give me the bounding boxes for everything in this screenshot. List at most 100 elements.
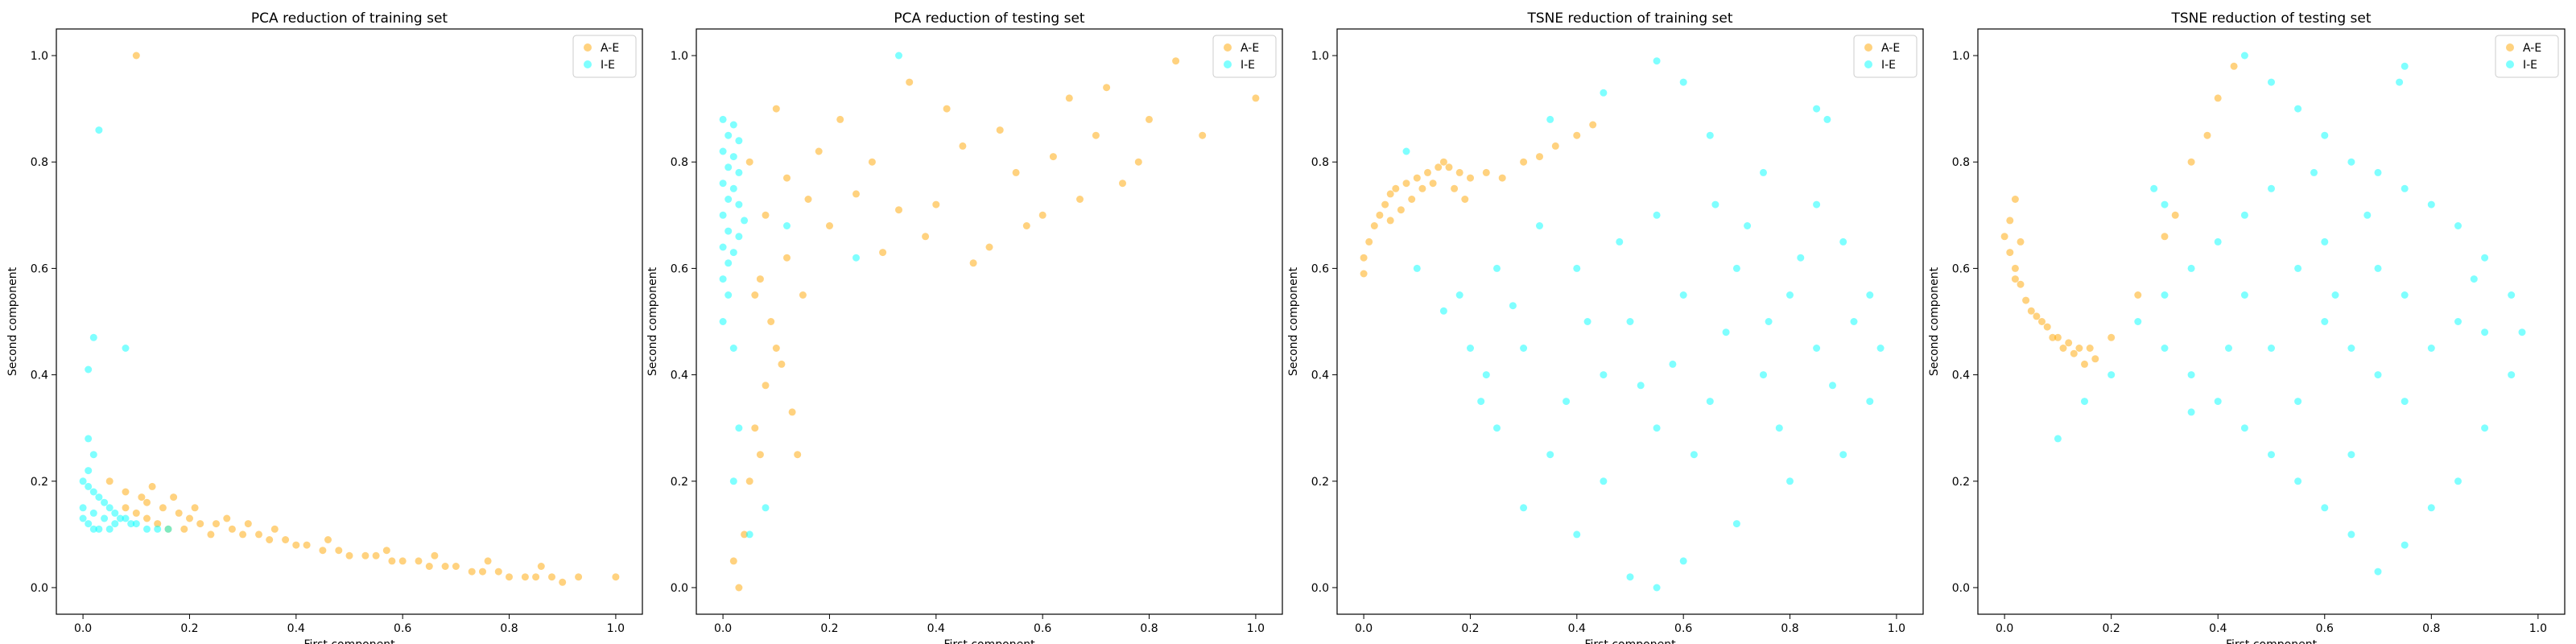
data-point: [1866, 291, 1874, 299]
data-point: [735, 137, 743, 145]
data-point: [2054, 333, 2062, 341]
data-point: [2374, 371, 2382, 379]
series-i-e: [1402, 57, 1885, 592]
data-point: [2187, 371, 2195, 379]
data-point: [852, 190, 860, 198]
data-point: [724, 163, 733, 171]
series-a-e: [729, 57, 1260, 592]
data-point: [1392, 184, 1400, 192]
data-point: [95, 126, 103, 134]
x-tick-label: 0.0: [714, 622, 732, 635]
x-tick-label: 0.6: [1674, 622, 1692, 635]
data-point: [932, 200, 940, 208]
data-point: [175, 509, 183, 517]
data-point: [122, 488, 130, 496]
y-tick-label: 1.0: [1311, 50, 1329, 63]
data-point: [719, 211, 727, 219]
y-tick-label: 1.0: [671, 50, 688, 63]
data-point: [1626, 573, 1634, 581]
data-point: [1813, 345, 1821, 352]
data-point: [2268, 345, 2275, 352]
data-point: [826, 222, 833, 229]
data-point: [127, 520, 135, 528]
data-point: [2481, 328, 2489, 336]
data-point: [468, 568, 476, 576]
data-point: [735, 200, 743, 208]
data-point: [2240, 291, 2248, 299]
data-point: [537, 563, 545, 570]
data-points: [79, 52, 620, 586]
data-point: [2240, 424, 2248, 432]
data-point: [244, 520, 252, 528]
data-point: [1706, 398, 1714, 406]
data-point: [2017, 237, 2025, 246]
data-point: [1583, 318, 1591, 325]
legend: A-E I-E: [1212, 35, 1277, 78]
data-point: [2081, 398, 2088, 406]
data-point: [85, 365, 93, 374]
data-point: [441, 563, 449, 570]
data-point: [143, 525, 151, 533]
data-point: [105, 477, 114, 485]
data-point: [2107, 333, 2116, 341]
data-point: [922, 233, 930, 241]
data-point: [2049, 333, 2057, 341]
data-point: [388, 557, 396, 565]
data-point: [1732, 520, 1740, 528]
data-point: [1467, 174, 1474, 182]
data-point: [1546, 115, 1554, 123]
data-point: [729, 557, 737, 565]
data-point: [2043, 323, 2051, 331]
legend-label: I-E: [601, 59, 615, 72]
data-point: [2187, 408, 2195, 416]
data-point: [762, 504, 770, 512]
data-point: [735, 584, 743, 592]
legend-marker: [1864, 43, 1872, 52]
data-point: [815, 147, 823, 155]
data-point: [1520, 504, 1528, 512]
data-point: [1600, 371, 1608, 379]
data-point: [1467, 345, 1474, 352]
data-point: [1600, 477, 1608, 485]
data-point: [2321, 131, 2329, 139]
data-point: [724, 259, 733, 267]
data-point: [122, 345, 130, 352]
data-point: [612, 573, 620, 581]
data-point: [345, 551, 353, 559]
y-tick-label: 0.6: [31, 262, 48, 275]
legend-label: I-E: [1881, 59, 1896, 72]
data-point: [1386, 190, 1394, 198]
data-point: [1402, 147, 1410, 155]
data-point: [1451, 184, 1459, 192]
data-point: [2230, 62, 2238, 70]
data-point: [2240, 211, 2248, 219]
data-point: [729, 345, 737, 352]
data-point: [1439, 158, 1447, 166]
data-point: [1408, 196, 1416, 203]
data-point: [762, 211, 770, 219]
data-point: [180, 525, 188, 533]
data-point: [735, 424, 743, 432]
data-point: [804, 196, 812, 203]
data-point: [719, 115, 727, 123]
y-tick-label: 0.2: [31, 476, 48, 489]
data-point: [1461, 196, 1469, 203]
y-tick-label: 0.2: [671, 476, 688, 489]
y-tick-label: 0.4: [1311, 369, 1329, 382]
data-point: [1573, 264, 1581, 272]
data-point: [79, 477, 87, 485]
data-point: [85, 435, 93, 443]
data-point: [836, 115, 844, 123]
data-point: [2454, 318, 2462, 325]
data-point: [1536, 153, 1543, 161]
data-point: [361, 551, 369, 559]
data-point: [852, 254, 860, 262]
data-point: [745, 477, 753, 485]
data-point: [575, 573, 583, 581]
data-point: [2481, 424, 2489, 432]
chart-panel-1: PCA reduction of training set 0.0 0.0 0.2 0.…: [6, 10, 643, 644]
x-tick-label: 0.4: [2209, 622, 2227, 635]
data-point: [2070, 349, 2078, 357]
data-point: [1360, 254, 1368, 262]
legend-label: A-E: [1881, 42, 1900, 55]
